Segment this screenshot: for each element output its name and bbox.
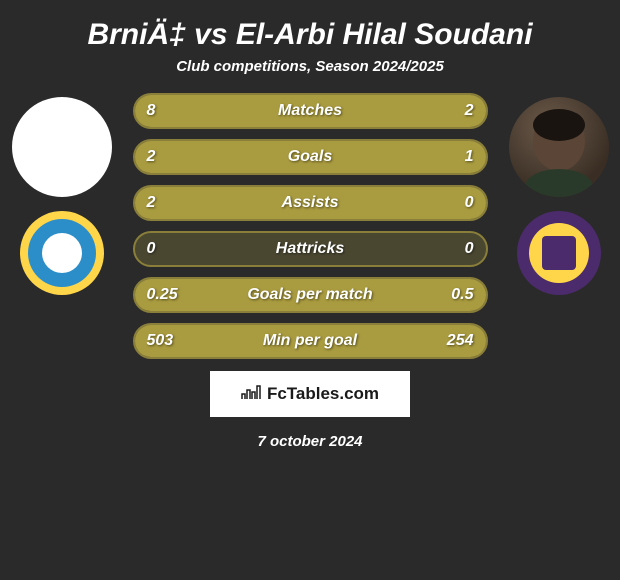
footer-date: 7 october 2024 xyxy=(0,433,620,450)
footer-brand-text: FcTables.com xyxy=(267,384,379,404)
right-club-badge-inner xyxy=(529,223,589,283)
stat-value-left: 2 xyxy=(147,148,156,166)
stat-label: Assists xyxy=(282,194,339,212)
stat-row: 2 0 Assists xyxy=(133,185,488,221)
page-title: BrniÄ‡ vs El-Arbi Hilal Soudani xyxy=(0,0,620,58)
stat-label: Hattricks xyxy=(276,240,344,258)
stat-value-left: 503 xyxy=(147,332,174,350)
stat-row: 0.25 0.5 Goals per match xyxy=(133,277,488,313)
left-player-photo xyxy=(12,97,112,197)
stats-bars: 8 2 Matches 2 1 Goals 2 0 Assists 0 0 Hattricks 0.25… xyxy=(133,93,488,359)
stat-value-left: 2 xyxy=(147,194,156,212)
footer-brand[interactable]: FcTables.com xyxy=(210,371,410,417)
left-club-badge xyxy=(20,211,104,295)
stat-label: Min per goal xyxy=(263,332,357,350)
stat-row: 2 1 Goals xyxy=(133,139,488,175)
stat-row: 503 254 Min per goal xyxy=(133,323,488,359)
subtitle: Club competitions, Season 2024/2025 xyxy=(0,58,620,93)
right-club-badge-center xyxy=(542,236,576,270)
stat-value-right: 0 xyxy=(465,194,474,212)
left-player-silhouette xyxy=(12,97,112,197)
stat-row: 0 0 Hattricks xyxy=(133,231,488,267)
right-column xyxy=(504,93,614,295)
stat-fill-left xyxy=(135,95,416,127)
left-club-badge-inner xyxy=(28,219,96,287)
stat-value-left: 0 xyxy=(147,240,156,258)
stat-value-left: 8 xyxy=(147,102,156,120)
stat-value-right: 0 xyxy=(465,240,474,258)
stat-fill-left xyxy=(135,141,370,173)
stat-label: Matches xyxy=(278,102,342,120)
stat-value-right: 2 xyxy=(465,102,474,120)
right-player-photo xyxy=(509,97,609,197)
left-column xyxy=(7,93,117,295)
stat-value-left: 0.25 xyxy=(147,286,178,304)
stat-value-right: 0.5 xyxy=(451,286,473,304)
chart-icon xyxy=(241,384,261,405)
right-club-badge xyxy=(517,211,601,295)
stat-fill-right xyxy=(415,95,485,127)
layout: 8 2 Matches 2 1 Goals 2 0 Assists 0 0 Hattricks 0.25… xyxy=(0,93,620,359)
stat-row: 8 2 Matches xyxy=(133,93,488,129)
stat-value-right: 1 xyxy=(465,148,474,166)
left-club-badge-center xyxy=(42,233,82,273)
right-player-silhouette xyxy=(509,97,609,197)
stat-label: Goals per match xyxy=(247,286,372,304)
stat-label: Goals xyxy=(288,148,332,166)
stat-value-right: 254 xyxy=(447,332,474,350)
comparison-container: BrniÄ‡ vs El-Arbi Hilal Soudani Club com… xyxy=(0,0,620,450)
